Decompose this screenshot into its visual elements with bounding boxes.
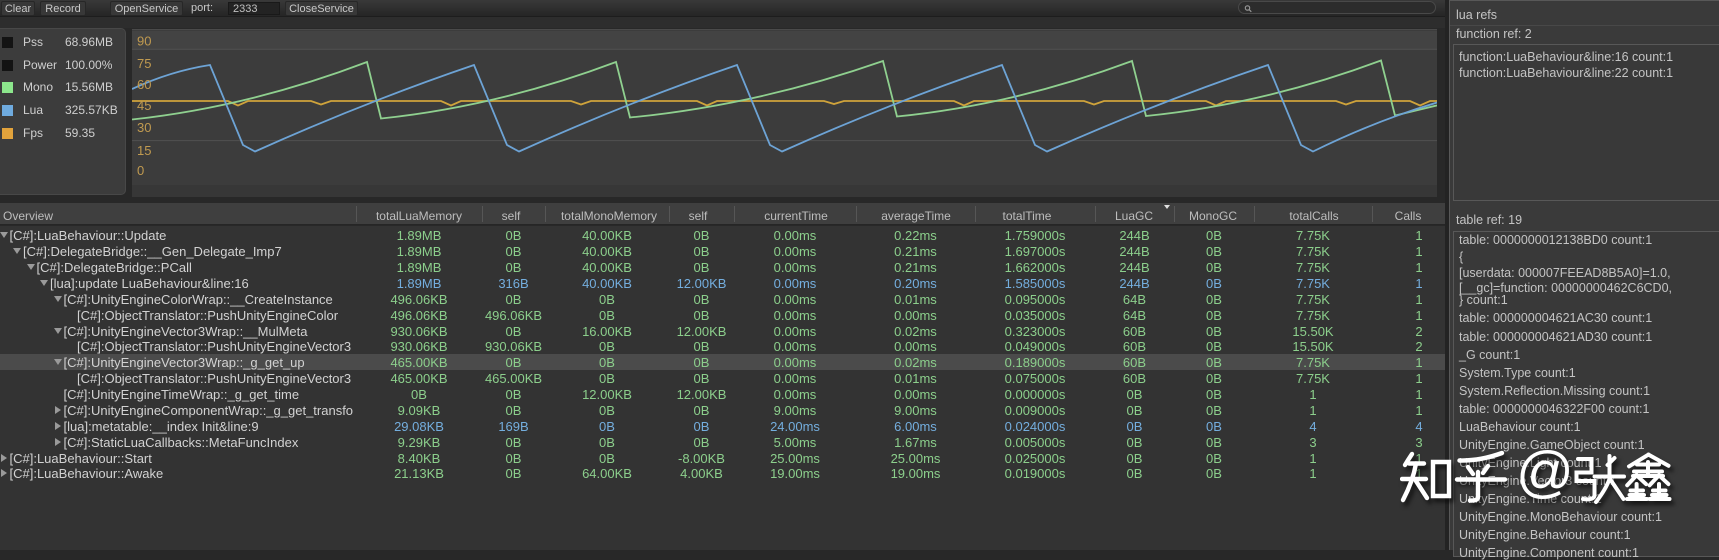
svg-text:0: 0 (137, 163, 144, 178)
svg-text:30: 30 (137, 120, 151, 135)
svg-text:60: 60 (137, 77, 151, 92)
svg-text:15: 15 (137, 143, 151, 158)
svg-text:45: 45 (137, 98, 151, 113)
svg-text:75: 75 (137, 56, 151, 71)
svg-text:90: 90 (137, 34, 151, 49)
